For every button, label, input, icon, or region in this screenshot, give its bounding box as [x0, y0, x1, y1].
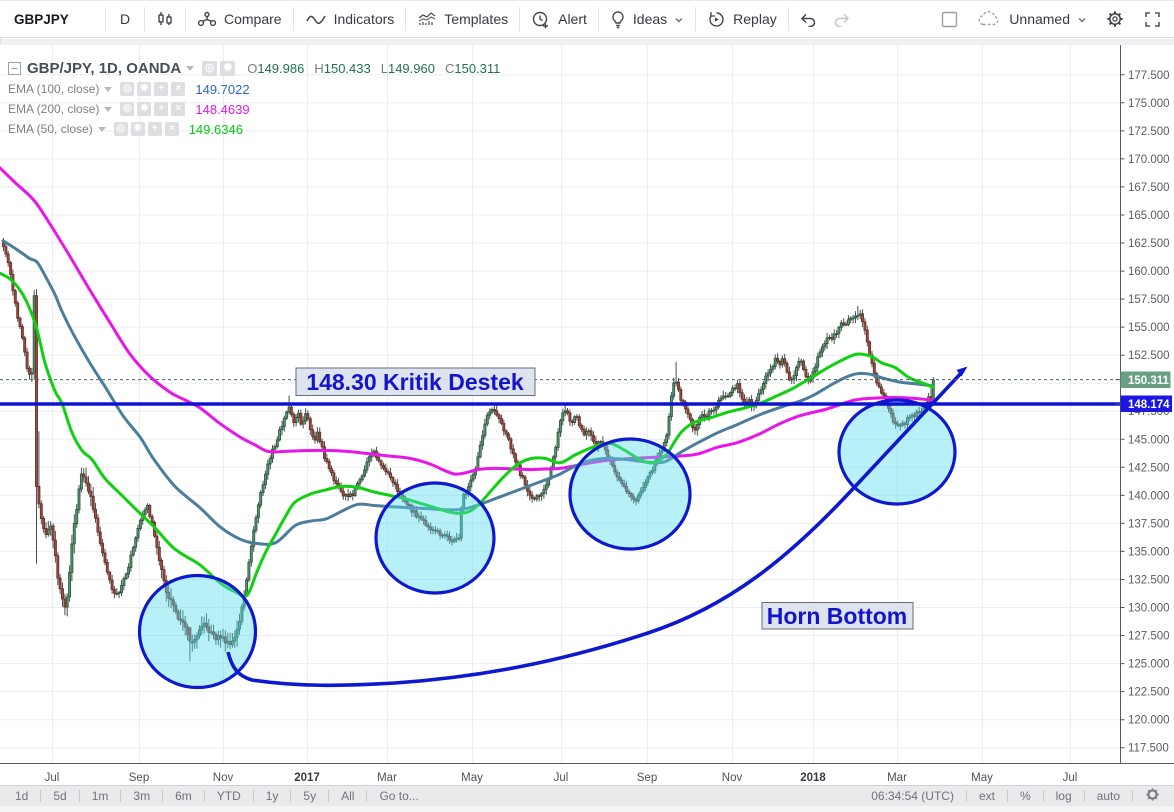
- svg-text:140.000: 140.000: [1128, 490, 1170, 502]
- svg-text:Jul: Jul: [45, 772, 60, 784]
- svg-text:2018: 2018: [800, 772, 826, 784]
- svg-text:Sep: Sep: [637, 772, 657, 784]
- svg-text:152.500: 152.500: [1128, 350, 1170, 362]
- svg-text:172.500: 172.500: [1128, 126, 1170, 138]
- svg-text:130.000: 130.000: [1128, 603, 1170, 615]
- svg-text:2017: 2017: [294, 772, 320, 784]
- svg-text:122.500: 122.500: [1128, 687, 1170, 699]
- svg-text:Mar: Mar: [377, 772, 397, 784]
- svg-text:Horn Bottom: Horn Bottom: [767, 603, 908, 629]
- svg-text:145.000: 145.000: [1128, 434, 1170, 446]
- svg-text:Jul: Jul: [1063, 772, 1078, 784]
- svg-text:148.30 Kritik Destek: 148.30 Kritik Destek: [306, 369, 524, 395]
- svg-text:May: May: [971, 772, 993, 784]
- svg-text:155.000: 155.000: [1128, 322, 1170, 334]
- svg-text:162.500: 162.500: [1128, 238, 1170, 250]
- svg-text:170.000: 170.000: [1128, 154, 1170, 166]
- svg-text:175.000: 175.000: [1128, 98, 1170, 110]
- svg-text:142.500: 142.500: [1128, 462, 1170, 474]
- svg-text:135.000: 135.000: [1128, 546, 1170, 558]
- svg-text:165.000: 165.000: [1128, 210, 1170, 222]
- svg-text:137.500: 137.500: [1128, 518, 1170, 530]
- svg-text:177.500: 177.500: [1128, 70, 1170, 82]
- svg-text:Nov: Nov: [722, 772, 743, 784]
- svg-text:125.000: 125.000: [1128, 659, 1170, 671]
- svg-text:148.174: 148.174: [1128, 399, 1170, 411]
- svg-text:Mar: Mar: [887, 772, 907, 784]
- svg-text:Jul: Jul: [554, 772, 569, 784]
- svg-text:Sep: Sep: [129, 772, 149, 784]
- svg-text:167.500: 167.500: [1128, 182, 1170, 194]
- svg-text:160.000: 160.000: [1128, 266, 1170, 278]
- svg-text:120.000: 120.000: [1128, 715, 1170, 727]
- svg-text:132.500: 132.500: [1128, 575, 1170, 587]
- svg-text:127.500: 127.500: [1128, 631, 1170, 643]
- svg-text:117.500: 117.500: [1128, 743, 1169, 755]
- svg-text:Nov: Nov: [213, 772, 234, 784]
- svg-text:May: May: [461, 772, 483, 784]
- svg-text:157.500: 157.500: [1128, 294, 1170, 306]
- svg-text:150.311: 150.311: [1128, 375, 1170, 387]
